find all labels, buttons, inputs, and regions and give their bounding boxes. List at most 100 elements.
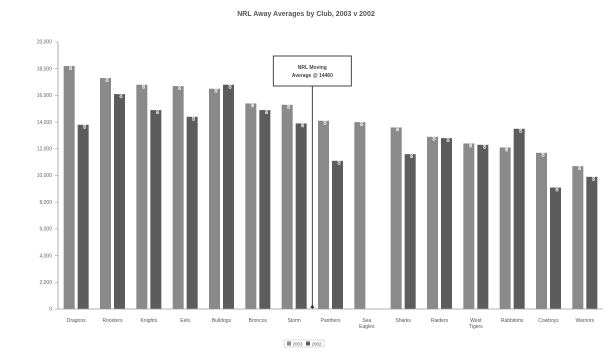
bar-value-label: 14,900 — [264, 100, 269, 114]
y-tick-label: 10,000 — [37, 173, 53, 179]
legend-label-2002: 2002 — [312, 341, 323, 346]
x-tick-label: Raiders — [431, 318, 449, 324]
bar-2002-bulldogs — [223, 84, 234, 309]
bar-value-label: 15,400 — [250, 94, 255, 108]
bar-2002-sharks — [404, 154, 416, 309]
y-tick-label: 12,000 — [37, 147, 53, 153]
bar-2002-dragons — [77, 124, 89, 310]
bar-value-label: 12,800 — [446, 128, 451, 142]
x-tick-label: West — [470, 318, 482, 324]
x-axis: Dragons Roosters Knights Eels Bulldogs Bronco… — [58, 308, 603, 330]
annotation-pointer — [310, 304, 315, 308]
bar-2003-sharks — [390, 127, 402, 309]
bar-2003-dragons — [63, 66, 75, 309]
bar-2003-eels — [172, 86, 184, 310]
bar-2002-raiders — [441, 138, 452, 309]
bar-value-label: 17,300 — [105, 68, 110, 82]
legend: 2003 2002 — [283, 339, 325, 348]
bar-2003-storm — [281, 104, 293, 310]
bar-2003-rabbitohs — [499, 147, 511, 309]
bar-value-label: 11,100 — [337, 151, 342, 165]
y-tick-label: 18,000 — [37, 66, 53, 72]
bar-value-label: 11,600 — [409, 145, 414, 159]
bar-value-label: 14,100 — [323, 111, 328, 125]
y-tick-label: 0 — [49, 307, 52, 313]
bar-value-label: 10,700 — [577, 156, 582, 170]
bar-2002-rabbitohs — [513, 128, 525, 309]
bar-2002-warriors — [586, 176, 598, 309]
x-tick-label: Eels — [180, 318, 190, 324]
chart-title: NRL Away Averages by Club, 2003 v 2002 — [237, 11, 375, 18]
bar-value-label: 9,900 — [591, 170, 596, 182]
bar-value-label: 14,400 — [191, 107, 196, 121]
bar-2003-cowboys — [536, 152, 547, 309]
bar-value-label: 16,800 — [141, 75, 146, 89]
bar-2003-sea-eagles — [354, 122, 366, 309]
y-tick-label: 8,000 — [39, 200, 52, 206]
annotation-box — [272, 55, 352, 87]
annotation-line-2: Average @ 14460 — [292, 73, 333, 79]
bar-value-label: 14,900 — [155, 100, 160, 114]
y-tick-label: 14,000 — [37, 120, 53, 126]
bar-value-label: 14,000 — [359, 112, 364, 126]
bar-value-label: 13,800 — [82, 115, 87, 129]
bar-value-label: 15,300 — [286, 95, 291, 109]
bar-value-label: 12,900 — [432, 127, 437, 141]
moving-average-annotation: NRL Moving Average @ 14460 — [272, 55, 352, 309]
legend-swatch-2002 — [306, 341, 310, 346]
x-tick-label: Eagles — [359, 324, 375, 330]
x-tick-label: Knights — [140, 318, 157, 324]
y-tick-label: 2,000 — [39, 280, 52, 286]
legend-swatch-2003 — [287, 341, 291, 346]
y-tick-label: 20,000 — [37, 40, 53, 46]
legend-frame — [283, 339, 325, 348]
x-tick-label: Panthers — [320, 318, 341, 324]
bar-2002-eels — [186, 116, 198, 309]
bar-value-label: 13,600 — [395, 118, 400, 132]
bar-value-label: 12,100 — [504, 138, 509, 152]
bar-2003-panthers — [318, 120, 329, 309]
y-axis: 0 2,000 4,000 6,000 8,000 10,000 12,000 14,000 1… — [37, 40, 59, 313]
bar-value-label: 12,300 — [482, 135, 487, 149]
bar-2003-knights — [136, 84, 148, 309]
bar-2002-west-tigers — [477, 144, 489, 309]
bar-2002-storm — [295, 123, 307, 309]
y-tick-label: 6,000 — [39, 227, 52, 233]
bar-value-label: 16,700 — [177, 76, 182, 90]
x-tick-label: Dragons — [67, 318, 86, 324]
bar-value-label: 13,500 — [518, 119, 523, 133]
bar-2003-raiders — [427, 136, 438, 309]
annotation-line-1: NRL Moving — [298, 65, 327, 71]
x-tick-label: Broncos — [249, 318, 268, 324]
x-tick-label: Tigers — [469, 324, 483, 330]
x-tick-label: Warriors — [575, 318, 594, 324]
bar-2003-warriors — [572, 166, 584, 309]
bar-value-label: 16,500 — [214, 79, 219, 93]
y-tick-label: 16,000 — [37, 93, 53, 99]
bar-value-label: 13,900 — [300, 114, 305, 128]
bar-2003-broncos — [245, 103, 257, 309]
bar-value-label: 16,800 — [228, 75, 233, 89]
bar-series: 18,200 13,800 17,300 16,100 16,800 14,900 16,7… — [63, 56, 598, 310]
bar-2003-bulldogs — [209, 88, 220, 309]
bar-value-label: 16,100 — [119, 84, 124, 98]
bar-2002-cowboys — [550, 187, 561, 309]
bar-value-label: 11,700 — [541, 143, 546, 157]
x-tick-label: Cowboys — [538, 318, 559, 324]
bar-2002-roosters — [114, 94, 125, 309]
y-tick-label: 4,000 — [39, 253, 52, 259]
bar-2002-panthers — [332, 160, 343, 309]
bar-2002-knights — [150, 110, 162, 310]
bar-2002-broncos — [259, 110, 271, 310]
bar-value-label: 9,100 — [555, 180, 560, 192]
x-tick-label: Sharks — [395, 318, 411, 324]
bar-2003-roosters — [100, 78, 111, 309]
bar-value-label: 18,200 — [68, 56, 73, 70]
legend-label-2003: 2003 — [293, 341, 304, 346]
x-tick-label: Bulldogs — [212, 318, 232, 324]
x-tick-label: Rabbitohs — [501, 318, 524, 324]
bar-2003-west-tigers — [463, 143, 475, 309]
bar-value-label: 12,400 — [468, 134, 473, 148]
